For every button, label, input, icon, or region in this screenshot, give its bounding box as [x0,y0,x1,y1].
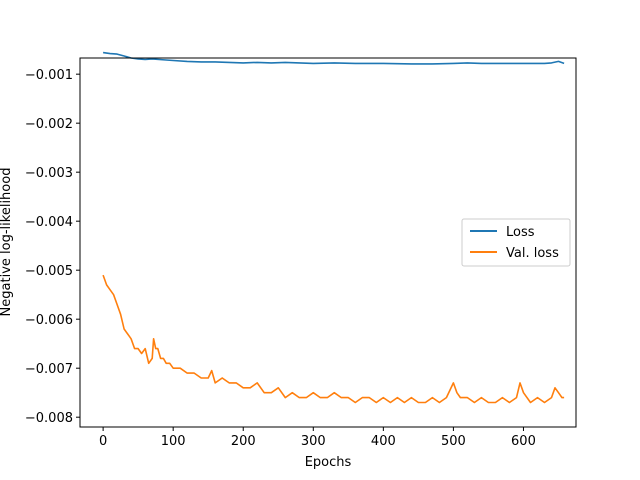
legend: Loss Val. loss [461,218,571,267]
y-axis-label: Negative log-likelihood [0,168,14,317]
x-tick-label: 300 [301,434,326,449]
x-tick-label: 100 [161,434,186,449]
y-tick-label: −0.002 [25,117,73,132]
plot-frame [79,57,577,428]
x-axis: 0 100 200 300 400 500 600 [99,427,536,449]
x-axis-label: Epochs [305,455,352,470]
x-tick-label: 500 [441,434,466,449]
series-layer [102,51,565,404]
x-tick-label: 200 [231,434,256,449]
x-tick-label: 600 [511,434,536,449]
y-tick-label: −0.006 [25,313,73,328]
y-axis: −0.008 −0.007 −0.006 −0.005 −0.004 −0.003 −0.0… [25,68,80,426]
y-tick-label: −0.003 [25,166,73,181]
legend-label-loss: Loss [506,225,535,240]
series-line-loss [102,51,565,65]
y-tick-label: −0.007 [25,362,73,377]
series-line-val-loss [102,274,565,404]
y-tick-label: −0.001 [25,68,73,83]
x-tick-label: 400 [371,434,396,449]
legend-label-val-loss: Val. loss [506,246,559,261]
y-tick-label: −0.008 [25,411,73,426]
x-tick-label: 0 [99,434,107,449]
y-tick-label: −0.005 [25,264,73,279]
y-tick-label: −0.004 [25,215,73,230]
